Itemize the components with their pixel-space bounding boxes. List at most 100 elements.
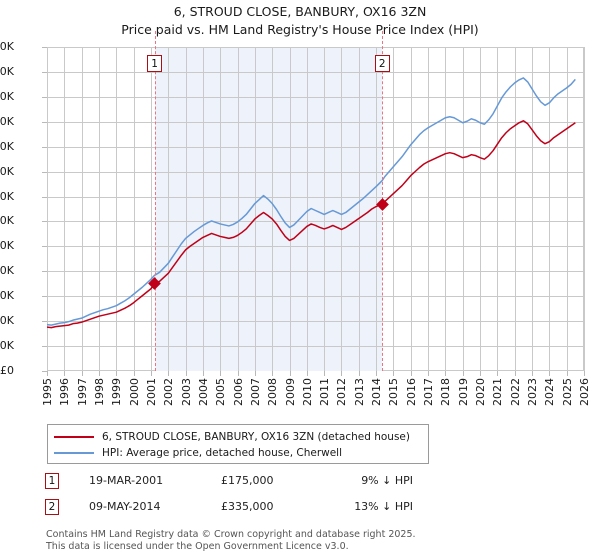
gridline-vertical: [116, 47, 118, 371]
x-axis-tick-label: 2015: [387, 378, 401, 406]
transaction-date: 19-MAR-2001: [89, 474, 164, 487]
gridline-horizontal: [47, 246, 584, 248]
y-axis-tick-label: £650K: [0, 40, 14, 53]
x-axis-tick: [289, 371, 291, 376]
y-axis-tick: [42, 121, 47, 123]
y-axis-tick-label: £500K: [0, 114, 14, 128]
y-axis-tick: [42, 196, 47, 198]
legend-row-hpi: HPI: Average price, detached house, Cher…: [54, 445, 422, 461]
grid-lines: [47, 47, 585, 371]
gridline-vertical: [289, 47, 291, 371]
footer-attribution: Contains HM Land Registry data © Crown c…: [46, 529, 586, 552]
x-axis-tick-label: 2026: [578, 378, 591, 406]
x-axis-tick: [254, 371, 256, 376]
event-vertical-line: [154, 31, 156, 371]
legend-label-hpi: HPI: Average price, detached house, Cher…: [102, 447, 343, 459]
gridline-horizontal: [47, 271, 584, 273]
gridline-vertical: [341, 47, 343, 371]
x-axis-tick: [584, 371, 585, 376]
y-axis-tick: [42, 221, 47, 223]
x-axis-tick: [480, 371, 482, 376]
x-axis-tick: [393, 371, 395, 376]
x-axis-tick: [272, 371, 274, 376]
x-axis-tick: [514, 371, 516, 376]
gridline-vertical: [480, 47, 482, 371]
gridline-vertical: [237, 47, 239, 371]
x-axis-tick: [202, 371, 204, 376]
y-axis-tick-label: £250K: [0, 239, 14, 253]
gridline-vertical: [133, 47, 135, 371]
y-axis-tick: [42, 171, 47, 173]
line-hpi: [47, 77, 576, 326]
gridline-vertical: [584, 47, 585, 371]
page-title: 6, STROUD CLOSE, BANBURY, OX16 3ZN: [173, 4, 427, 19]
x-axis-tick: [98, 371, 100, 376]
gridline-vertical: [393, 47, 395, 371]
gridline-horizontal: [47, 296, 584, 298]
gridline-vertical: [98, 47, 100, 371]
gridline-vertical: [202, 47, 204, 371]
x-axis-tick-label: 1998: [92, 378, 106, 406]
gridline-vertical: [324, 47, 326, 371]
x-axis-tick-label: 2003: [179, 378, 193, 406]
gridline-vertical: [532, 47, 534, 371]
ownership-period-band: [154, 47, 383, 371]
x-axis-tick: [428, 371, 430, 376]
gridline-horizontal: [47, 96, 584, 98]
y-axis-tick-label: £150K: [0, 289, 14, 303]
x-axis-tick-label: 2012: [335, 378, 349, 406]
x-axis-tick-label: 2013: [352, 378, 366, 406]
x-axis-tick-label: 2004: [196, 378, 210, 406]
legend-swatch-hpi: [54, 452, 94, 454]
x-axis-tick: [81, 371, 83, 376]
x-axis-tick-label: 2018: [439, 378, 453, 406]
y-axis-tick: [42, 296, 47, 298]
event-marker-badge[interactable]: 1: [147, 55, 163, 72]
y-axis-tick: [42, 96, 47, 98]
gridline-vertical: [410, 47, 412, 371]
transaction-index-badge: 2: [45, 499, 59, 515]
y-axis-tick: [42, 47, 47, 48]
x-axis-tick: [566, 371, 568, 376]
y-axis-tick-label: £100K: [0, 314, 14, 328]
x-axis-tick-label: 2022: [508, 378, 522, 406]
transaction-price: £335,000: [221, 500, 274, 513]
gridline-vertical: [514, 47, 516, 371]
gridline-horizontal: [47, 121, 584, 123]
x-axis-tick-label: 1996: [58, 378, 72, 406]
y-axis-tick-label: £350K: [0, 189, 14, 203]
gridline-vertical: [445, 47, 447, 371]
gridline-vertical: [272, 47, 274, 371]
y-axis-tick-label: £0: [0, 364, 14, 377]
x-axis-tick-label: 2016: [404, 378, 418, 406]
chart-legend: 6, STROUD CLOSE, BANBURY, OX16 3ZN (deta…: [47, 424, 429, 464]
x-axis-tick: [116, 371, 118, 376]
x-axis-tick-label: 1999: [110, 378, 124, 406]
legend-label-price-paid: 6, STROUD CLOSE, BANBURY, OX16 3ZN (deta…: [102, 431, 410, 443]
gridline-horizontal: [47, 346, 584, 348]
gridline-horizontal: [47, 146, 584, 148]
x-axis-tick: [532, 371, 534, 376]
gridline-vertical: [306, 47, 308, 371]
x-axis-tick: [220, 371, 222, 376]
gridline-vertical: [150, 47, 152, 371]
x-axis-tick: [445, 371, 447, 376]
y-axis-tick: [42, 271, 47, 273]
event-marker-badge[interactable]: 2: [374, 55, 390, 72]
gridline-vertical: [168, 47, 170, 371]
x-axis-tick: [410, 371, 412, 376]
x-axis-tick: [47, 371, 48, 376]
gridline-vertical: [64, 47, 66, 371]
y-axis-tick-label: £550K: [0, 89, 14, 103]
y-axis-tick: [42, 146, 47, 148]
x-axis-tick: [341, 371, 343, 376]
y-axis-tick: [42, 371, 47, 372]
y-axis-tick-label: £200K: [0, 264, 14, 278]
footer-line-copyright: Contains HM Land Registry data © Crown c…: [46, 529, 416, 540]
x-axis-tick-label: 2000: [127, 378, 141, 406]
x-axis-tick: [237, 371, 239, 376]
legend-row-price-paid: 6, STROUD CLOSE, BANBURY, OX16 3ZN (deta…: [54, 429, 422, 445]
x-axis-tick-label: 2014: [370, 378, 384, 406]
chart-plot-area: [47, 47, 585, 371]
gridline-vertical: [428, 47, 430, 371]
